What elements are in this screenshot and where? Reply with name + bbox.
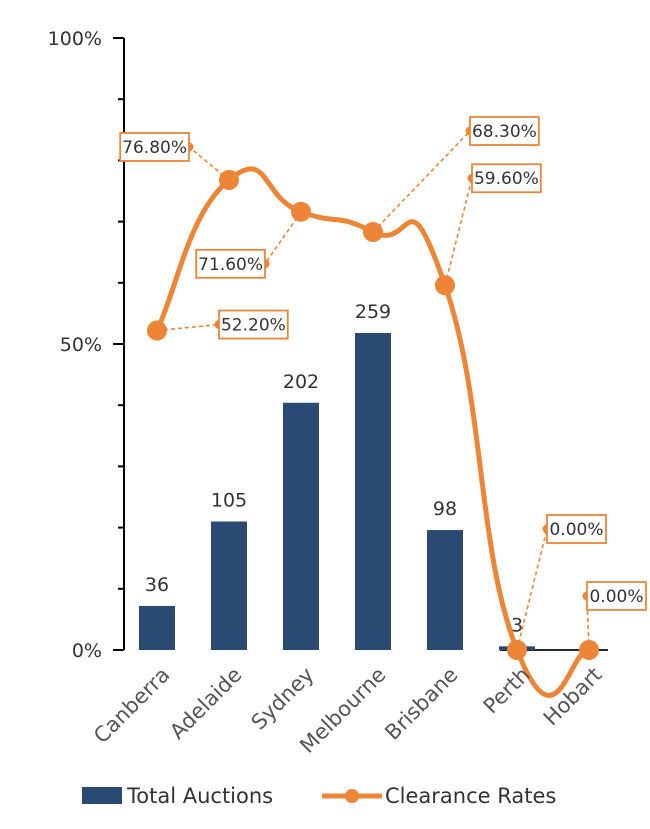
callout-box-adelaide xyxy=(119,132,190,162)
x-label-brisbane: Brisbane xyxy=(380,663,462,745)
callout-box-sydney xyxy=(195,248,266,279)
y-tick-label: 100% xyxy=(48,28,102,50)
callout-label-canberra: 52.20% xyxy=(221,316,286,336)
legend-bar-label: Total Auctions xyxy=(126,784,273,808)
callout-leader-canberra xyxy=(156,323,220,332)
callout-leader-melbourne xyxy=(372,130,471,233)
y-axis: 0% 50% 100% xyxy=(48,28,608,662)
bar-label-adelaide: 105 xyxy=(211,489,247,511)
legend-line-marker xyxy=(345,789,359,803)
line-points xyxy=(147,169,599,660)
callout-box-hobart xyxy=(586,581,647,611)
bar-label-sydney: 202 xyxy=(283,371,319,393)
x-label-canberra: Canberra xyxy=(89,663,174,748)
x-label-adelaide: Adelaide xyxy=(165,663,246,744)
legend-bar-swatch xyxy=(82,787,122,804)
callout-label-brisbane: 59.60% xyxy=(474,169,539,189)
bar-melbourne xyxy=(355,332,391,650)
bar-series xyxy=(139,332,535,650)
bar-data-labels: 36 105 202 259 98 3 xyxy=(145,301,523,636)
callout-box-perth xyxy=(546,514,607,544)
x-label-sydney: Sydney xyxy=(247,663,319,735)
callout-label-perth: 0.00% xyxy=(549,520,603,540)
y-tick-label: 50% xyxy=(60,334,102,356)
callout-leader-brisbane xyxy=(444,178,473,286)
point-adelaide xyxy=(219,169,239,190)
bar-label-perth: 3 xyxy=(511,614,523,636)
legend-line-label: Clearance Rates xyxy=(385,784,556,808)
callout-box-melbourne xyxy=(469,116,540,146)
bar-label-canberra: 36 xyxy=(145,574,169,596)
point-canberra xyxy=(147,320,167,341)
callout-box-brisbane xyxy=(471,163,542,194)
point-brisbane xyxy=(435,275,455,296)
bar-label-brisbane: 98 xyxy=(433,498,457,520)
legend: Total Auctions Clearance Rates xyxy=(82,784,556,808)
callout-label-adelaide: 76.80% xyxy=(122,138,187,158)
callout-label-melbourne: 68.30% xyxy=(472,122,537,142)
callout-leader-sydney xyxy=(264,211,302,265)
point-perth xyxy=(507,640,527,660)
callout-label-hobart: 0.00% xyxy=(589,587,643,607)
line-data-labels: 52.20% 76.80% 71.60% 68.30% 59.60% 0.00% 0.00% xyxy=(119,116,647,611)
callout-label-sydney: 71.60% xyxy=(198,255,263,275)
bar-canberra xyxy=(139,605,175,650)
y-tick-label: 0% xyxy=(72,640,102,662)
callout-box-canberra xyxy=(218,309,289,340)
bar-label-melbourne: 259 xyxy=(355,301,391,323)
bar-adelaide xyxy=(211,521,247,650)
bar-brisbane xyxy=(427,530,463,650)
point-melbourne xyxy=(363,222,383,243)
point-sydney xyxy=(291,201,311,222)
point-hobart xyxy=(579,640,599,660)
bar-sydney xyxy=(283,402,319,650)
